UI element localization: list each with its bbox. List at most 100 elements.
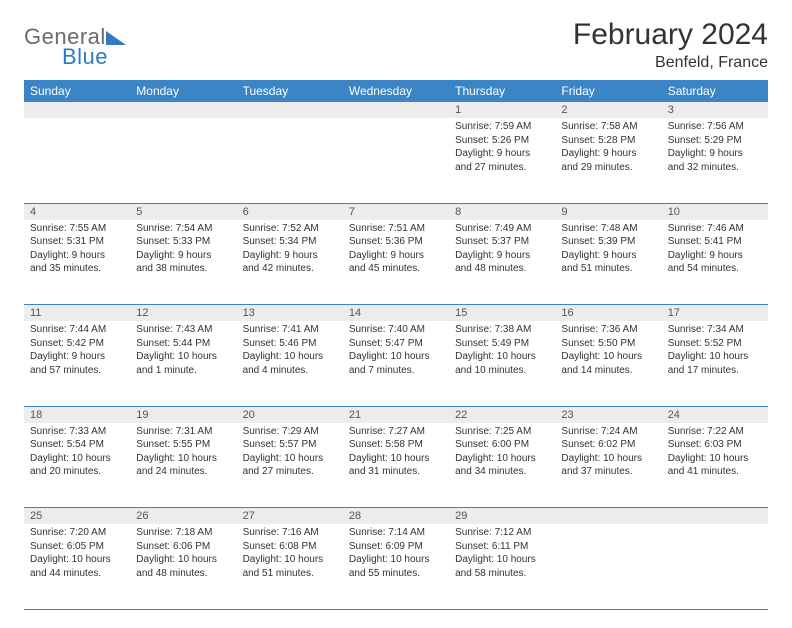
day-sunrise: Sunrise: 7:14 AM (349, 526, 443, 540)
day-number-row: 123 (24, 102, 768, 118)
logo: General Blue (24, 18, 126, 70)
day-cell: Sunrise: 7:18 AMSunset: 6:06 PMDaylight:… (130, 524, 236, 609)
day-details: Sunrise: 7:14 AMSunset: 6:09 PMDaylight:… (343, 524, 449, 584)
weekday-header: Wednesday (343, 80, 449, 102)
day-details: Sunrise: 7:38 AMSunset: 5:49 PMDaylight:… (449, 321, 555, 381)
weekday-header: Thursday (449, 80, 555, 102)
day-details: Sunrise: 7:36 AMSunset: 5:50 PMDaylight:… (555, 321, 661, 381)
day-sunrise: Sunrise: 7:43 AM (136, 323, 230, 337)
day-day2: and 14 minutes. (561, 364, 655, 378)
day-number: 24 (662, 406, 768, 423)
day-cell: Sunrise: 7:31 AMSunset: 5:55 PMDaylight:… (130, 423, 236, 508)
day-sunset: Sunset: 5:36 PM (349, 235, 443, 249)
day-sunrise: Sunrise: 7:27 AM (349, 425, 443, 439)
day-sunset: Sunset: 6:11 PM (455, 540, 549, 554)
day-sunset: Sunset: 5:37 PM (455, 235, 549, 249)
day-sunset: Sunset: 5:50 PM (561, 337, 655, 351)
day-day1: Daylight: 10 hours (30, 553, 124, 567)
day-number: 15 (449, 305, 555, 322)
day-cell: Sunrise: 7:43 AMSunset: 5:44 PMDaylight:… (130, 321, 236, 406)
day-number: 17 (662, 305, 768, 322)
day-details: Sunrise: 7:40 AMSunset: 5:47 PMDaylight:… (343, 321, 449, 381)
calendar-table: Sunday Monday Tuesday Wednesday Thursday… (24, 80, 768, 610)
day-cell: Sunrise: 7:24 AMSunset: 6:02 PMDaylight:… (555, 423, 661, 508)
day-day2: and 51 minutes. (243, 567, 337, 581)
day-cell: Sunrise: 7:25 AMSunset: 6:00 PMDaylight:… (449, 423, 555, 508)
day-number: 6 (237, 203, 343, 220)
day-details: Sunrise: 7:18 AMSunset: 6:06 PMDaylight:… (130, 524, 236, 584)
day-details: Sunrise: 7:27 AMSunset: 5:58 PMDaylight:… (343, 423, 449, 483)
day-cell: Sunrise: 7:36 AMSunset: 5:50 PMDaylight:… (555, 321, 661, 406)
day-cell: Sunrise: 7:33 AMSunset: 5:54 PMDaylight:… (24, 423, 130, 508)
week-row: Sunrise: 7:44 AMSunset: 5:42 PMDaylight:… (24, 321, 768, 406)
day-day2: and 27 minutes. (455, 161, 549, 175)
day-details: Sunrise: 7:44 AMSunset: 5:42 PMDaylight:… (24, 321, 130, 381)
day-number (662, 508, 768, 525)
week-row: Sunrise: 7:55 AMSunset: 5:31 PMDaylight:… (24, 220, 768, 305)
day-day1: Daylight: 10 hours (136, 553, 230, 567)
day-sunset: Sunset: 5:47 PM (349, 337, 443, 351)
day-cell: Sunrise: 7:22 AMSunset: 6:03 PMDaylight:… (662, 423, 768, 508)
day-number: 19 (130, 406, 236, 423)
day-day2: and 57 minutes. (30, 364, 124, 378)
day-cell: Sunrise: 7:49 AMSunset: 5:37 PMDaylight:… (449, 220, 555, 305)
day-number: 4 (24, 203, 130, 220)
day-day1: Daylight: 9 hours (30, 249, 124, 263)
day-day1: Daylight: 9 hours (561, 147, 655, 161)
day-details: Sunrise: 7:41 AMSunset: 5:46 PMDaylight:… (237, 321, 343, 381)
day-day1: Daylight: 9 hours (455, 249, 549, 263)
day-day1: Daylight: 10 hours (136, 452, 230, 466)
day-day2: and 54 minutes. (668, 262, 762, 276)
day-day2: and 34 minutes. (455, 465, 549, 479)
day-day2: and 58 minutes. (455, 567, 549, 581)
day-day2: and 51 minutes. (561, 262, 655, 276)
day-day2: and 4 minutes. (243, 364, 337, 378)
day-sunrise: Sunrise: 7:56 AM (668, 120, 762, 134)
day-details: Sunrise: 7:25 AMSunset: 6:00 PMDaylight:… (449, 423, 555, 483)
day-details: Sunrise: 7:31 AMSunset: 5:55 PMDaylight:… (130, 423, 236, 483)
day-sunrise: Sunrise: 7:33 AM (30, 425, 124, 439)
page-subtitle: Benfeld, France (573, 54, 768, 72)
day-cell (24, 118, 130, 203)
day-cell: Sunrise: 7:34 AMSunset: 5:52 PMDaylight:… (662, 321, 768, 406)
day-day2: and 45 minutes. (349, 262, 443, 276)
day-day2: and 27 minutes. (243, 465, 337, 479)
day-day2: and 7 minutes. (349, 364, 443, 378)
week-row: Sunrise: 7:59 AMSunset: 5:26 PMDaylight:… (24, 118, 768, 203)
day-day1: Daylight: 10 hours (455, 553, 549, 567)
day-number (237, 102, 343, 118)
day-day1: Daylight: 10 hours (668, 452, 762, 466)
day-number: 23 (555, 406, 661, 423)
day-day2: and 10 minutes. (455, 364, 549, 378)
day-day2: and 38 minutes. (136, 262, 230, 276)
day-sunset: Sunset: 5:34 PM (243, 235, 337, 249)
day-number: 5 (130, 203, 236, 220)
day-day1: Daylight: 9 hours (668, 249, 762, 263)
day-day1: Daylight: 9 hours (455, 147, 549, 161)
day-sunset: Sunset: 5:31 PM (30, 235, 124, 249)
day-sunset: Sunset: 6:03 PM (668, 438, 762, 452)
day-number: 12 (130, 305, 236, 322)
day-day1: Daylight: 10 hours (455, 350, 549, 364)
day-cell: Sunrise: 7:59 AMSunset: 5:26 PMDaylight:… (449, 118, 555, 203)
day-sunrise: Sunrise: 7:31 AM (136, 425, 230, 439)
day-sunset: Sunset: 5:28 PM (561, 134, 655, 148)
day-day2: and 55 minutes. (349, 567, 443, 581)
day-sunset: Sunset: 5:52 PM (668, 337, 762, 351)
day-day1: Daylight: 10 hours (243, 553, 337, 567)
day-number-row: 2526272829 (24, 508, 768, 525)
weekday-header: Friday (555, 80, 661, 102)
logo-triangle-icon (106, 29, 126, 50)
day-details: Sunrise: 7:55 AMSunset: 5:31 PMDaylight:… (24, 220, 130, 280)
day-details: Sunrise: 7:52 AMSunset: 5:34 PMDaylight:… (237, 220, 343, 280)
day-cell: Sunrise: 7:16 AMSunset: 6:08 PMDaylight:… (237, 524, 343, 609)
day-number (130, 102, 236, 118)
day-number (555, 508, 661, 525)
day-cell: Sunrise: 7:27 AMSunset: 5:58 PMDaylight:… (343, 423, 449, 508)
day-details: Sunrise: 7:58 AMSunset: 5:28 PMDaylight:… (555, 118, 661, 178)
day-number: 25 (24, 508, 130, 525)
day-sunrise: Sunrise: 7:36 AM (561, 323, 655, 337)
week-row: Sunrise: 7:20 AMSunset: 6:05 PMDaylight:… (24, 524, 768, 609)
day-day1: Daylight: 10 hours (349, 452, 443, 466)
day-day2: and 37 minutes. (561, 465, 655, 479)
